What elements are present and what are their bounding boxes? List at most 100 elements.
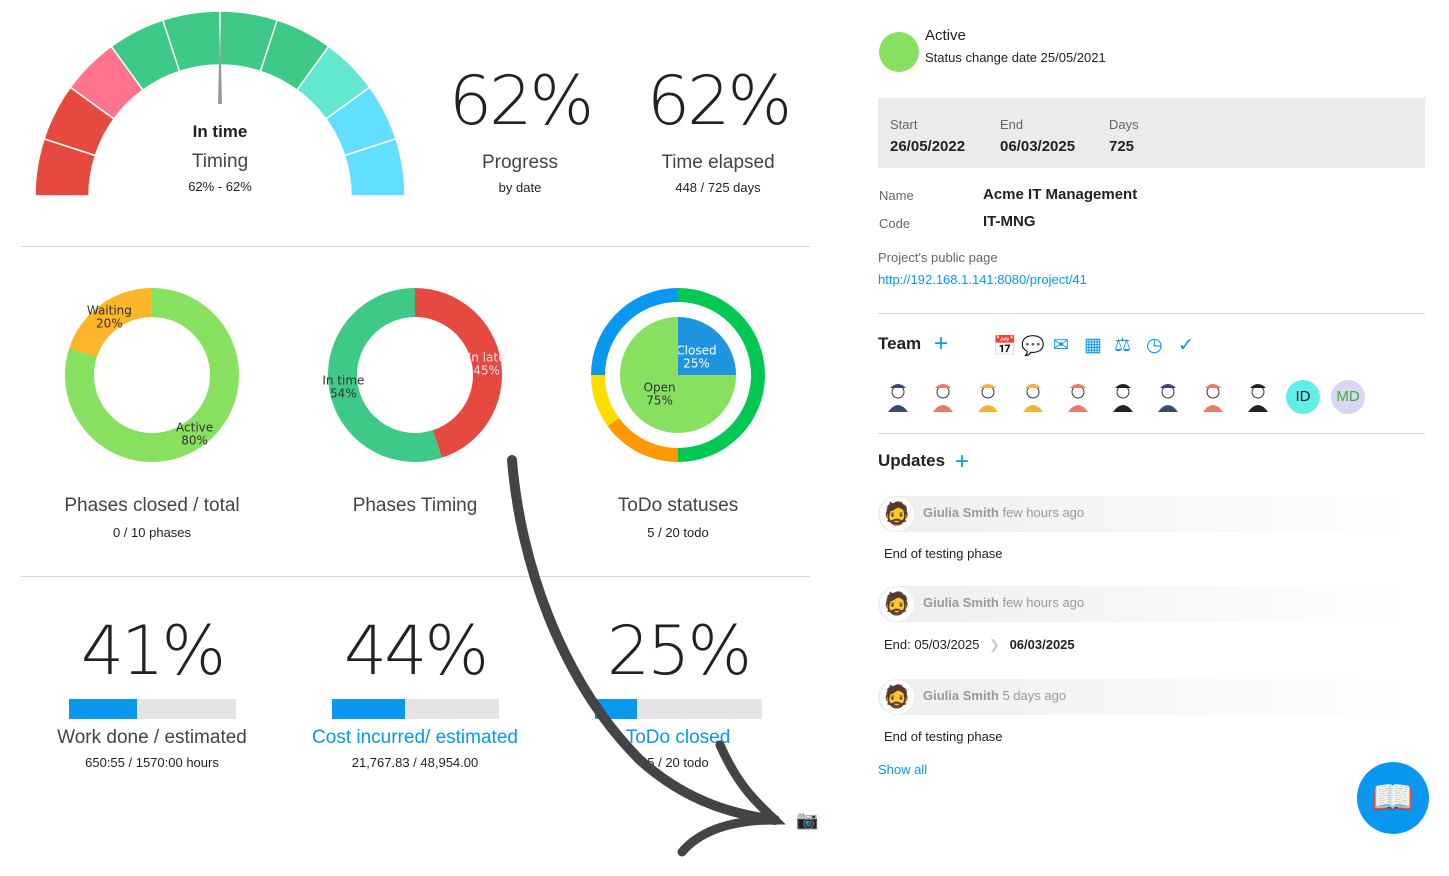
todo-statuses-label: ToDo statuses xyxy=(617,495,739,516)
end-label: End xyxy=(1000,117,1024,132)
kpi-value: 25% xyxy=(606,612,752,691)
slice-label: Waiting xyxy=(87,303,132,317)
todo-statuses-sub: 5 / 20 todo xyxy=(647,525,709,540)
kpi-bar xyxy=(69,699,236,719)
member-avatar[interactable] xyxy=(881,380,915,414)
calendar-icon[interactable]: 📅 xyxy=(993,336,1017,357)
update-time: 5 days ago xyxy=(1002,688,1067,703)
member-avatar[interactable] xyxy=(1196,380,1230,414)
member-avatar[interactable] xyxy=(926,380,960,414)
status-name: Active xyxy=(925,27,966,44)
update-user[interactable]: Giulia Smith xyxy=(923,688,999,703)
slice-value: 45% xyxy=(473,364,500,378)
dates-box: Start 26/05/2022 End 06/03/2025 Days 725 xyxy=(878,98,1425,168)
donut-slice[interactable] xyxy=(607,417,678,462)
donut-slice[interactable] xyxy=(65,288,239,462)
member-avatar[interactable]: ID xyxy=(1286,380,1320,414)
donut-slice[interactable] xyxy=(678,288,765,462)
update-time: few hours ago xyxy=(1002,505,1085,520)
donut-slice[interactable] xyxy=(328,288,442,462)
update-new-value: 06/03/2025 xyxy=(1009,637,1075,652)
slice-label: Active xyxy=(176,421,213,435)
check-cycle-icon[interactable]: ✓ xyxy=(1178,335,1194,356)
donut-slice[interactable] xyxy=(678,317,736,375)
progress-label: Progress xyxy=(481,152,559,173)
update-header: 🧔 Giulia Smith few hours ago xyxy=(878,496,1413,532)
donut-slice[interactable] xyxy=(69,288,152,358)
mail-forward-icon[interactable]: ✉ xyxy=(1053,335,1069,356)
name-label: Name xyxy=(879,188,914,203)
kpi-value: 41% xyxy=(80,612,226,691)
days-label: Days xyxy=(1109,117,1139,132)
kpi-sub: 21,767.83 / 48,954.00 xyxy=(351,755,479,770)
end-date: 06/03/2025 xyxy=(1000,138,1076,155)
slice-value: 80% xyxy=(181,434,208,448)
user-avatar: 🧔 xyxy=(880,587,914,621)
kpi-link[interactable]: ToDo closed xyxy=(625,727,731,748)
add-update-button[interactable]: + xyxy=(955,448,970,475)
member-avatar[interactable] xyxy=(1151,380,1185,414)
slice-value: 20% xyxy=(96,316,123,330)
member-avatar[interactable] xyxy=(1106,380,1140,414)
phases-closed-label: Phases closed / total xyxy=(64,495,240,516)
slice-label: Closed xyxy=(676,344,716,358)
show-all-link[interactable]: Show all xyxy=(878,762,928,777)
status-dot xyxy=(879,32,919,72)
update-text: End of testing phase xyxy=(884,546,1003,561)
user-avatar: 🧔 xyxy=(880,680,914,714)
clock-icon[interactable]: ◷ xyxy=(1146,335,1163,356)
days-value: 725 xyxy=(1109,138,1135,155)
update-time: few hours ago xyxy=(1002,595,1085,610)
elapsed-value: 62% xyxy=(646,62,792,141)
code-label: Code xyxy=(879,216,911,231)
member-avatar[interactable]: MD xyxy=(1331,380,1365,414)
slice-value: 54% xyxy=(330,386,357,400)
elapsed-label: Time elapsed xyxy=(661,152,775,173)
slice-label: In time xyxy=(322,373,364,387)
slice-label: Open xyxy=(644,380,676,394)
add-team-member-button[interactable]: + xyxy=(934,330,949,357)
updates-title: Updates xyxy=(878,451,946,470)
kpi-sub: 650:55 / 1570:00 hours xyxy=(85,755,219,770)
divider xyxy=(21,246,810,247)
kpi-value: 44% xyxy=(343,612,489,691)
table-icon[interactable]: ▦ xyxy=(1084,335,1102,356)
member-avatar[interactable] xyxy=(1241,380,1275,414)
kpi-bar xyxy=(332,699,499,719)
member-avatar[interactable] xyxy=(1016,380,1050,414)
update-user[interactable]: Giulia Smith xyxy=(923,595,999,610)
kpi-link[interactable]: Cost incurred/ estimated xyxy=(312,727,518,748)
user-avatar: 🧔 xyxy=(880,497,914,531)
chat-icon[interactable]: 💬 xyxy=(1021,336,1045,357)
gauge-label: Timing xyxy=(191,151,249,172)
slice-value: 25% xyxy=(683,357,710,371)
team-title: Team xyxy=(878,334,922,353)
donut-slice[interactable] xyxy=(591,375,619,427)
update-header: 🧔 Giulia Smith 5 days ago xyxy=(878,679,1413,715)
elapsed-sub: 448 / 725 days xyxy=(675,180,761,195)
gauge-segment xyxy=(343,137,406,197)
slice-value: 75% xyxy=(646,393,673,407)
progress-value: 62% xyxy=(448,62,594,141)
kpi-bar xyxy=(595,699,762,719)
help-book-button[interactable]: 📖 xyxy=(1357,762,1429,834)
camera-icon[interactable]: 📷 xyxy=(796,810,819,830)
update-text: End: 05/03/2025 ❯ 06/03/2025 xyxy=(884,637,1075,653)
status-change-date: Status change date 25/05/2021 xyxy=(925,50,1106,65)
donut-slice[interactable] xyxy=(415,288,502,458)
project-name: Acme IT Management xyxy=(983,186,1138,203)
public-page-label: Project's public page xyxy=(878,250,998,265)
donut-slice[interactable] xyxy=(591,288,678,375)
kpi-label: Work done / estimated xyxy=(57,727,247,748)
scales-icon[interactable]: ⚖ xyxy=(1114,335,1132,356)
member-avatar[interactable] xyxy=(1061,380,1095,414)
donut-slice[interactable] xyxy=(620,317,736,433)
public-page-link[interactable]: http://192.168.1.141:8080/project/41 xyxy=(878,272,1087,287)
gauge-range: 62% - 62% xyxy=(188,179,252,194)
timing-gauge xyxy=(34,10,406,197)
phases-timing-label: Phases Timing xyxy=(352,495,478,516)
update-user[interactable]: Giulia Smith xyxy=(923,505,999,520)
member-avatar[interactable] xyxy=(971,380,1005,414)
divider xyxy=(878,313,1425,314)
